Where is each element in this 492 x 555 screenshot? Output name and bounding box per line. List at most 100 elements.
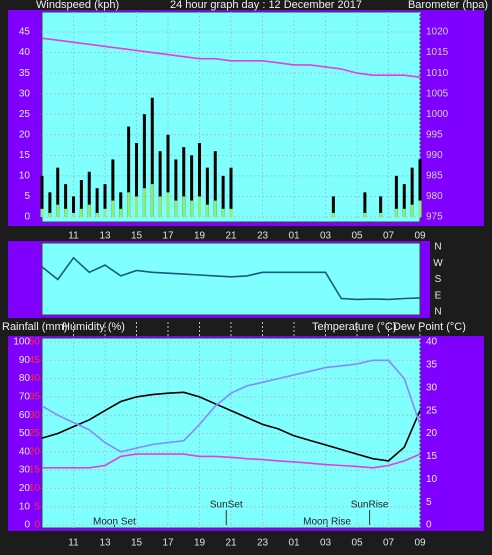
y2ticks-label: 975 (426, 212, 443, 223)
y2ticks-label: 30 (426, 382, 438, 393)
x-tick-label: 11 (68, 231, 79, 242)
wind-bar (103, 184, 107, 217)
y3ticks-label: 5 (34, 501, 40, 512)
wind-bar (127, 192, 131, 217)
wind-bar (221, 208, 225, 217)
wind-label: Windspeed (kph) (36, 0, 119, 11)
wind-bar (119, 192, 123, 217)
wind-bar (213, 200, 217, 217)
y2ticks-label: 1000 (426, 109, 449, 120)
wind-bar (331, 212, 335, 217)
wind-bar (198, 143, 201, 217)
y2ticks-label: N (434, 242, 441, 253)
temp-label: Temperature (°C) (312, 321, 396, 333)
yticks-label: 20 (19, 483, 31, 494)
chart-title: 24 hour graph day : 12 December 2017 (170, 0, 362, 11)
y3ticks-label: 30 (29, 410, 41, 421)
x-tick-label: 07 (383, 231, 395, 242)
x-tick-label: 17 (162, 538, 174, 549)
x-tick-label: 01 (288, 538, 300, 549)
wind-bar (363, 212, 367, 217)
wind-bar (418, 159, 422, 217)
wind-bar (198, 196, 201, 217)
wind-bar (174, 200, 178, 217)
wind-bar (394, 208, 398, 217)
wind-bar (48, 192, 52, 217)
series-line (41, 256, 421, 301)
wind-bar (190, 200, 194, 217)
y3ticks-label: 0 (34, 520, 40, 531)
wind-bar (48, 212, 52, 217)
y3ticks-label: 25 (29, 428, 41, 439)
wind-bar (410, 204, 414, 217)
y2ticks-label: 995 (426, 129, 443, 140)
wind-bar (379, 212, 383, 217)
x-tick-label: 09 (414, 538, 426, 549)
y2ticks-label: E (435, 290, 442, 301)
yticks-label: 30 (19, 88, 31, 99)
y2ticks-label: 10 (426, 474, 438, 485)
annotation: SunSet (210, 500, 243, 511)
yticks-label: 50 (19, 428, 31, 439)
wind-bar (363, 192, 367, 217)
y2ticks-label: 40 (426, 337, 438, 348)
y2ticks-label: N (434, 307, 441, 318)
y2ticks-label: 5 (426, 497, 432, 508)
yticks-label: 100 (13, 337, 30, 348)
x-tick-label: 19 (194, 231, 206, 242)
series-line (41, 37, 421, 78)
x-tick-label: 07 (383, 538, 395, 549)
y2ticks-label: 1005 (426, 88, 449, 99)
yticks-label: 40 (19, 47, 31, 58)
wind-bar (103, 208, 107, 217)
annotation: Moon Rise (303, 517, 351, 528)
x-tick-label: 11 (68, 538, 79, 549)
x-tick-label: 05 (351, 231, 363, 242)
wind-bar (158, 151, 162, 217)
yticks-label: 5 (24, 191, 30, 202)
wind-bar (166, 192, 170, 217)
wind-bar (135, 143, 138, 217)
y3ticks-label: 15 (29, 465, 41, 476)
series-line (42, 453, 421, 469)
y2ticks-label: 20 (426, 428, 438, 439)
wind-bar (166, 134, 170, 217)
wind-bar (402, 208, 406, 217)
wind-bar (205, 204, 209, 217)
wind-bar (142, 114, 146, 217)
baro-label: Barometer (hpa) (408, 0, 488, 11)
wind-bar (205, 167, 209, 217)
y3ticks-label: 35 (29, 392, 41, 403)
wind-bar (95, 212, 99, 217)
wind-bar (40, 175, 44, 217)
wind-bar (111, 159, 115, 217)
yticks-label: 35 (19, 68, 31, 79)
wind-bar (142, 188, 146, 217)
wind-bar (410, 167, 414, 217)
yticks-label: 25 (19, 109, 31, 120)
wind-bar (418, 200, 422, 217)
wind-bar (394, 175, 398, 217)
wind-bar (64, 184, 68, 217)
x-tick-label: 17 (162, 231, 174, 242)
y2ticks-label: 15 (426, 451, 438, 462)
wind-bar (87, 204, 91, 217)
x-tick-label: 13 (99, 231, 111, 242)
wind-bar (87, 171, 91, 217)
wind-bar (72, 212, 75, 217)
yticks-label: 80 (19, 373, 31, 384)
series-line (41, 359, 421, 453)
y3ticks-label: 20 (29, 446, 41, 457)
y2ticks-label: W (433, 258, 443, 269)
yticks-label: 60 (19, 410, 31, 421)
series-line (41, 391, 421, 462)
x-tick-label: 09 (414, 231, 426, 242)
wind-bar (174, 159, 178, 217)
yticks-label: 20 (19, 129, 31, 140)
y2ticks-label: 980 (426, 191, 443, 202)
y2ticks-label: 1015 (426, 47, 449, 58)
wind-bar (221, 175, 225, 217)
yticks-label: 0 (24, 520, 30, 531)
yticks-label: 0 (24, 212, 30, 223)
